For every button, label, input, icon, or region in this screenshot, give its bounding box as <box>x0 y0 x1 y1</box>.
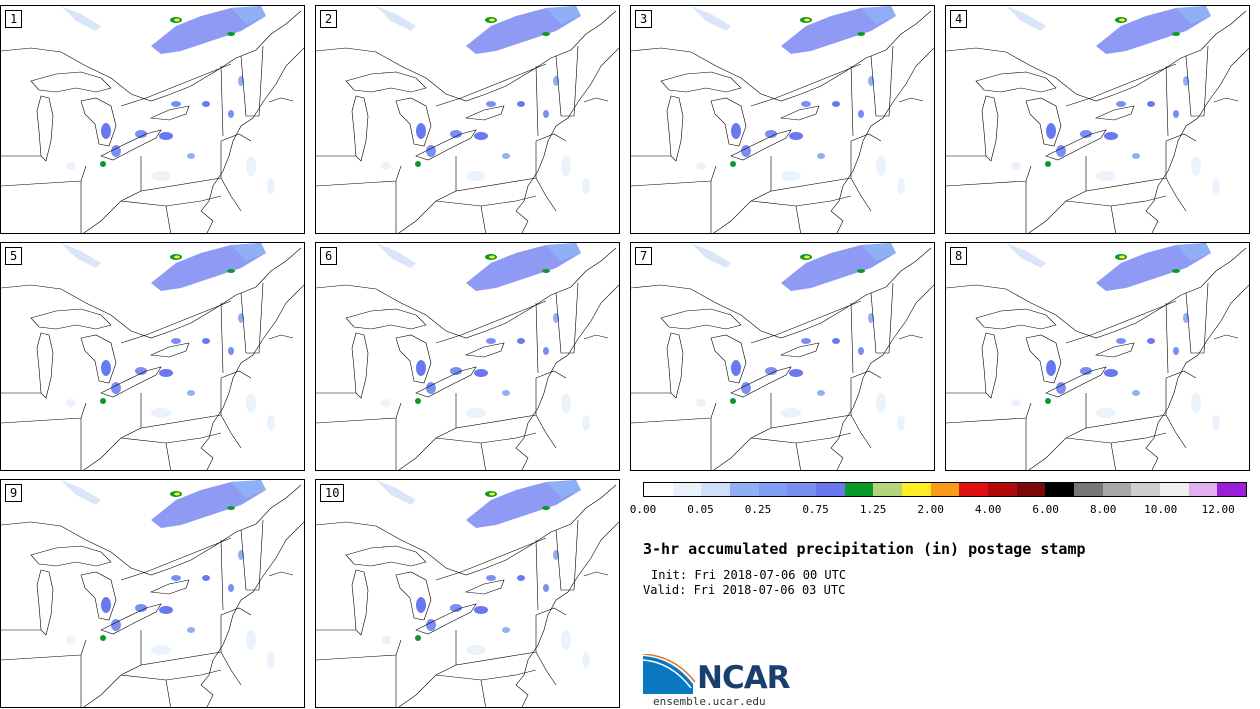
ensemble-member-map: 1 <box>0 5 305 234</box>
colorbar-swatch <box>930 483 960 496</box>
ensemble-member-map: 6 <box>315 242 620 471</box>
colorbar-swatch <box>1102 483 1132 496</box>
page-title: 3-hr accumulated precipitation (in) post… <box>643 540 1086 558</box>
colorbar-swatch <box>644 483 673 496</box>
member-label: 4 <box>950 10 968 28</box>
logo-text: NCAR <box>697 660 791 696</box>
member-label: 3 <box>635 10 653 28</box>
map-canvas <box>946 6 1250 234</box>
site-url[interactable]: ensemble.ucar.edu <box>653 695 766 708</box>
map-canvas <box>316 480 620 708</box>
colorbar-swatch <box>1131 483 1161 496</box>
map-canvas <box>1 6 305 234</box>
colorbar-swatch <box>959 483 989 496</box>
colorbar-tick-label: 0.75 <box>802 503 829 516</box>
ensemble-member-map: 2 <box>315 5 620 234</box>
colorbar-tick-label: 6.00 <box>1032 503 1059 516</box>
colorbar-tick-label: 0.00 <box>629 503 657 516</box>
ensemble-member-map: 5 <box>0 242 305 471</box>
colorbar-swatch <box>1188 483 1218 496</box>
member-label: 6 <box>320 247 338 265</box>
map-canvas <box>316 243 620 471</box>
member-label: 7 <box>635 247 653 265</box>
ensemble-member-map: 9 <box>0 479 305 708</box>
map-canvas <box>316 6 620 234</box>
colorbar-swatch <box>758 483 788 496</box>
colorbar-tick-label: 1.25 <box>859 503 887 516</box>
map-canvas <box>946 243 1250 471</box>
ensemble-member-map: 7 <box>630 242 935 471</box>
ensemble-member-map: 8 <box>945 242 1250 471</box>
colorbar-swatch <box>701 483 731 496</box>
colorbar-swatch <box>787 483 817 496</box>
ensemble-member-map: 3 <box>630 5 935 234</box>
member-label: 1 <box>5 10 23 28</box>
colorbar-swatch <box>902 483 931 496</box>
colorbar-swatch <box>844 483 874 496</box>
member-label: 2 <box>320 10 338 28</box>
colorbar-swatch <box>1217 483 1247 496</box>
colorbar-swatch <box>1016 483 1046 496</box>
colorbar-swatch <box>672 483 702 496</box>
colorbar-tick-label: 2.00 <box>917 503 944 516</box>
map-canvas <box>1 243 305 471</box>
colorbar-tick-label: 4.00 <box>974 503 1002 516</box>
member-label: 8 <box>950 247 968 265</box>
precip-colorbar <box>643 482 1247 497</box>
colorbar-tick-label: 0.05 <box>687 503 714 516</box>
colorbar-swatch <box>1160 483 1189 496</box>
colorbar-swatch <box>1045 483 1075 496</box>
ncar-logo-icon <box>643 654 696 694</box>
init-time: Init: Fri 2018-07-06 00 UTC <box>651 568 847 582</box>
colorbar-swatch <box>816 483 845 496</box>
ensemble-member-map: 10 <box>315 479 620 708</box>
colorbar-swatch <box>1074 483 1103 496</box>
valid-time: Valid: Fri 2018-07-06 03 UTC <box>643 583 846 597</box>
member-label: 9 <box>5 484 23 502</box>
map-canvas <box>631 6 935 234</box>
colorbar-swatch <box>730 483 759 496</box>
colorbar-swatch <box>873 483 903 496</box>
colorbar-tick-label: 8.00 <box>1089 503 1117 516</box>
colorbar-tick-label: 12.00 <box>1201 503 1235 516</box>
map-canvas <box>631 243 935 471</box>
ensemble-member-map: 4 <box>945 5 1250 234</box>
colorbar-tick-label: 10.00 <box>1144 503 1178 516</box>
map-canvas <box>1 480 305 708</box>
member-label: 10 <box>320 484 345 502</box>
colorbar-swatch <box>988 483 1017 496</box>
member-label: 5 <box>5 247 23 265</box>
colorbar-tick-label: 0.25 <box>744 503 772 516</box>
